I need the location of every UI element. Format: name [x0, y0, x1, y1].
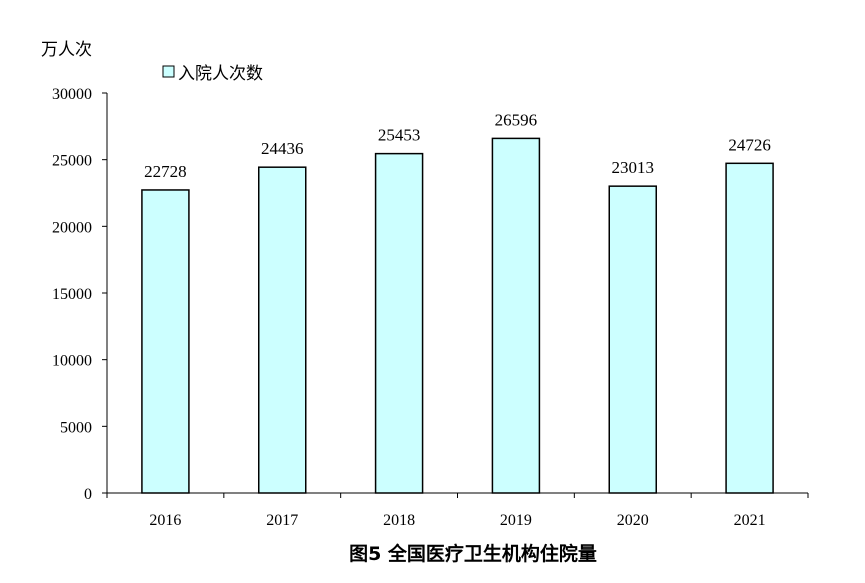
x-tick-label: 2018 [383, 512, 415, 529]
y-tick-label: 25000 [52, 153, 92, 170]
axes: 0 5000 10000 15000 20000 25000 30000 [52, 86, 809, 503]
y-tick-label: 30000 [52, 86, 92, 103]
bar-2020 [608, 185, 657, 494]
data-labels: 2016 22728 2017 24436 2018 25453 2019 26596 2020… [144, 110, 771, 529]
bars [141, 137, 774, 494]
y-tick-label: 0 [84, 486, 92, 503]
bar-2016 [141, 189, 190, 494]
x-tick-label: 2021 [734, 512, 766, 529]
legend-swatch [162, 65, 175, 78]
data-label-2019: 26596 [495, 110, 538, 129]
x-tick-label: 2020 [617, 512, 649, 529]
x-tick-label: 2019 [500, 512, 532, 529]
y-unit-label: 万人次 [41, 40, 92, 60]
bar-2017 [258, 166, 307, 494]
bar-2019 [491, 137, 541, 494]
legend: 入院人次数 [162, 64, 263, 84]
data-label-2017: 24436 [261, 139, 304, 158]
legend-label: 入院人次数 [178, 64, 263, 84]
y-tick-label: 15000 [52, 286, 92, 303]
x-tick-label: 2017 [266, 512, 298, 529]
data-label-2018: 25453 [378, 126, 421, 145]
chart-title: 图5 全国医疗卫生机构住院量 [349, 542, 597, 565]
y-tick-label: 10000 [52, 353, 92, 370]
bar-2021 [725, 162, 774, 494]
data-label-2021: 24726 [728, 135, 771, 154]
y-tick-label: 5000 [60, 419, 92, 436]
bar-2018 [374, 152, 424, 494]
y-tick-label: 20000 [52, 219, 92, 236]
data-label-2020: 23013 [612, 158, 655, 177]
x-tick-label: 2016 [149, 512, 181, 529]
data-label-2016: 22728 [144, 162, 187, 181]
